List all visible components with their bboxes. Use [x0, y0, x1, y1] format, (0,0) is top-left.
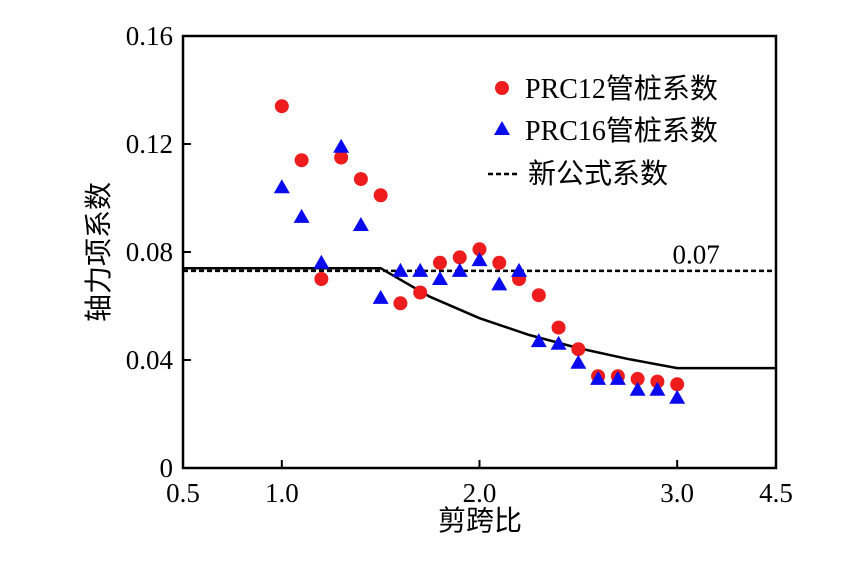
legend-marker-prc16	[494, 121, 510, 135]
prc16-point	[372, 289, 389, 304]
prc16-point	[530, 333, 547, 348]
prc12-point	[413, 285, 428, 300]
prc12-point	[274, 99, 289, 114]
prc12-point	[334, 150, 349, 165]
prc16-point	[412, 262, 429, 277]
prc16-point	[273, 179, 290, 194]
prc12-point	[373, 188, 388, 203]
prc16-point	[491, 276, 508, 291]
legend-label-prc16: PRC16管桩系数	[525, 115, 718, 147]
annotation-0: 0.07	[673, 240, 720, 270]
prc16-point	[392, 262, 409, 277]
prc12-point	[630, 371, 645, 386]
prc12-point	[472, 242, 487, 257]
prc12-point	[432, 255, 447, 270]
prc16-point	[313, 254, 330, 269]
prc12-point	[492, 255, 507, 270]
prc16-point	[333, 138, 350, 153]
prc16-point	[669, 389, 686, 404]
y-tick-label: 0	[160, 453, 174, 483]
x-tick-label: 2.0	[463, 478, 497, 508]
prc16-point	[629, 381, 646, 396]
legend: PRC12管桩系数 PRC16管桩系数 新公式系数	[488, 73, 718, 190]
x-tick-label: 3.0	[660, 478, 694, 508]
prc16-point	[511, 262, 528, 277]
prc16-point	[471, 252, 488, 267]
y-tick-label: 0.16	[126, 21, 173, 51]
prc16-point	[609, 370, 626, 385]
y-tick-label: 0.08	[126, 237, 173, 267]
prc12-point	[531, 288, 546, 303]
y-axis-label: 轴力项系数	[83, 182, 115, 322]
prc12-point	[353, 172, 368, 187]
prc12-point	[551, 320, 566, 335]
legend-label-prc12: PRC12管桩系数	[525, 73, 718, 105]
prc12-point	[393, 296, 408, 311]
x-tick-label: 1.0	[265, 478, 299, 508]
x-tick-label: 4.5	[759, 478, 793, 508]
prc16-point	[649, 381, 666, 396]
prc16-point	[352, 217, 369, 231]
prc16-point	[570, 354, 587, 369]
x-axis-label: 剪跨比	[438, 505, 522, 537]
prc16-point	[590, 370, 607, 385]
prc12-point	[571, 342, 586, 357]
formula-solid-line	[183, 266, 776, 370]
prc12-point	[314, 272, 329, 286]
prc12-point	[650, 374, 665, 389]
prc16-point	[550, 335, 567, 350]
prc12-point	[294, 153, 309, 168]
legend-label-formula: 新公式系数	[528, 158, 668, 190]
prc16-point	[293, 208, 310, 223]
prc12-point	[670, 377, 685, 392]
x-tick-label: 0.5	[166, 478, 200, 508]
prc16-point	[451, 262, 468, 277]
y-tick-label: 0.04	[126, 345, 174, 375]
prc16-point	[431, 271, 448, 285]
prc12-point	[452, 250, 467, 265]
y-tick-label: 0.12	[126, 129, 173, 159]
legend-marker-prc12	[495, 81, 509, 95]
